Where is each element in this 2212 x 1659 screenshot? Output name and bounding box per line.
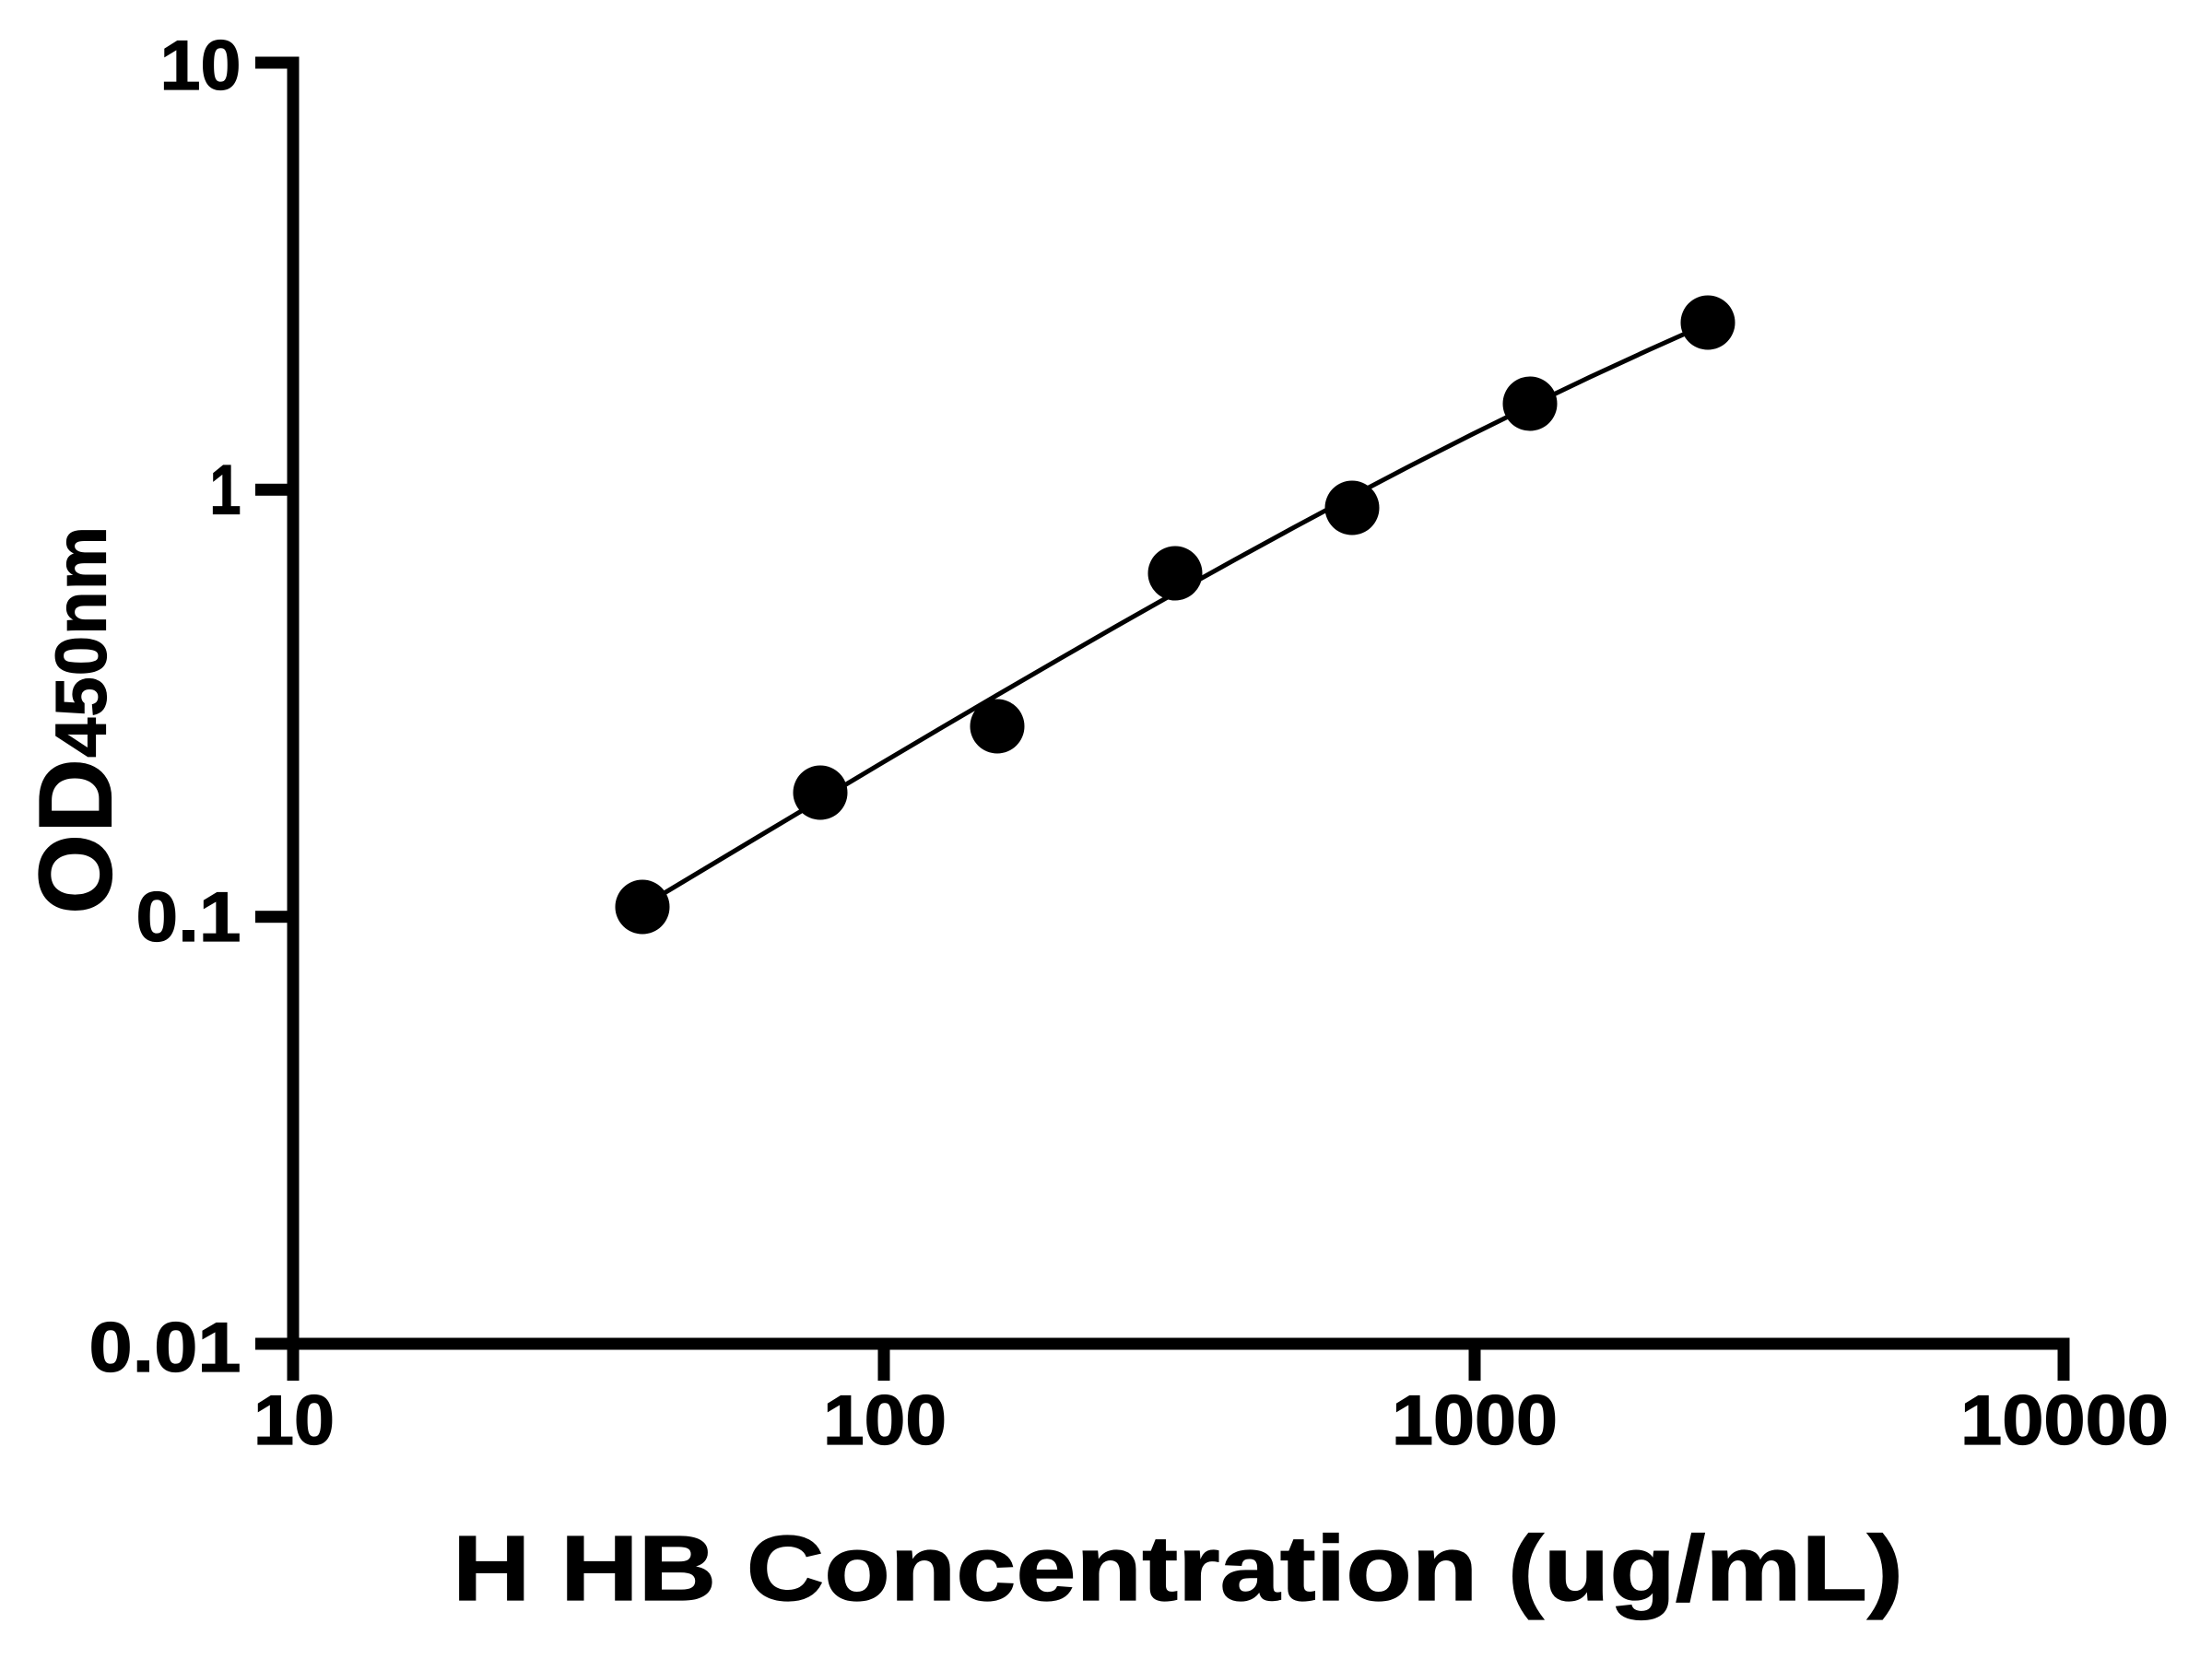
svg-text:0.1: 0.1 [136, 878, 241, 957]
svg-text:10: 10 [253, 1382, 335, 1460]
svg-text:1000: 1000 [1392, 1382, 1558, 1460]
svg-text:10000: 10000 [1960, 1382, 2169, 1460]
svg-text:100: 100 [823, 1382, 947, 1460]
svg-text:10: 10 [160, 27, 241, 105]
svg-text:0.01: 0.01 [89, 1309, 241, 1387]
svg-text:OD450nm: OD450nm [18, 525, 134, 914]
svg-text:H HB Concentration (ug/mL): H HB Concentration (ug/mL) [453, 1517, 1903, 1620]
svg-text:1: 1 [210, 451, 241, 529]
